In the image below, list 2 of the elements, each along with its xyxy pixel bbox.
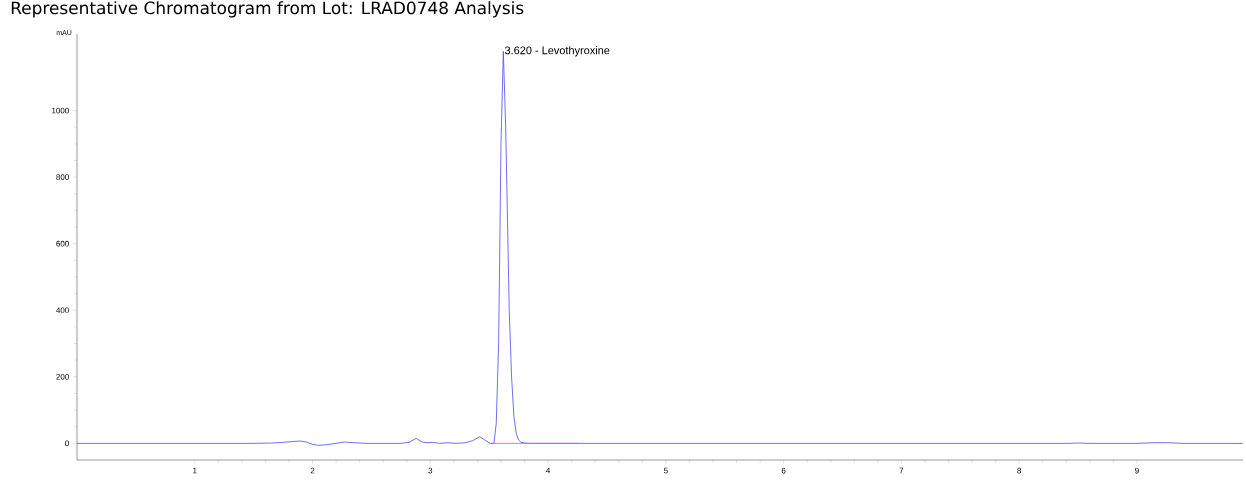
chart-title: Representative Chromatogram from Lot: LRAD0748 Analysis bbox=[11, 1, 524, 18]
annotation: 3.620 - Levothyroxine bbox=[504, 46, 610, 57]
